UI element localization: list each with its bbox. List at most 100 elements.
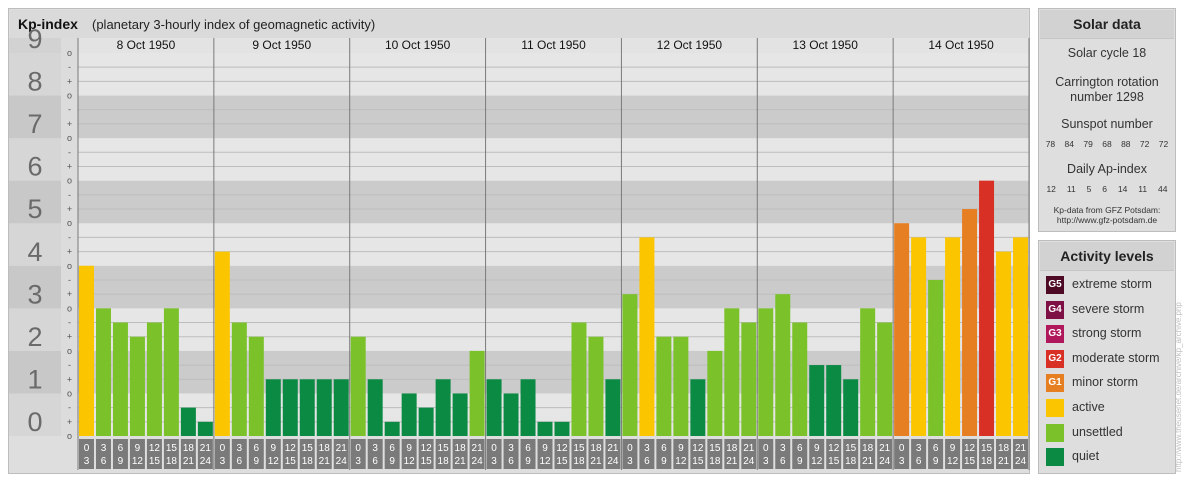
time-slot-start: 9 — [271, 443, 277, 454]
time-slot-start: 6 — [389, 443, 395, 454]
sublevel-label: + — [67, 289, 72, 299]
time-slot-end: 18 — [302, 456, 314, 467]
time-slot-start: 3 — [644, 443, 650, 454]
y-tick-label: 2 — [27, 322, 42, 352]
time-slot-end: 21 — [726, 456, 738, 467]
time-slot-start: 6 — [118, 443, 124, 454]
time-slot-box — [146, 439, 162, 469]
time-slot-end: 15 — [556, 456, 568, 467]
time-slot-box — [639, 439, 655, 469]
sublevel-label: - — [68, 403, 71, 413]
time-slot-start: 21 — [200, 443, 212, 454]
time-slot-end: 15 — [964, 456, 976, 467]
time-slot-box — [894, 439, 910, 469]
time-slot-start: 15 — [709, 443, 721, 454]
sublevel-label: o — [67, 91, 72, 101]
kp-bar — [95, 308, 111, 436]
source-note: Kp-data from GFZ Potsdam: — [1053, 205, 1161, 215]
ap-values: 12 11 5 6 14 11 44 — [1041, 184, 1173, 194]
time-slot-end: 24 — [1015, 456, 1027, 467]
chart-title-bar: Kp-index (planetary 3-hourly index of ge… — [10, 10, 1028, 39]
time-slot-start: 6 — [933, 443, 939, 454]
time-slot-start: 6 — [525, 443, 531, 454]
kp-bar — [503, 393, 519, 436]
time-slot-start: 0 — [763, 443, 769, 454]
kp-bar — [1013, 237, 1028, 436]
kp-bar — [299, 379, 315, 436]
date-header-strip — [78, 38, 1029, 53]
kp-band — [78, 180, 1029, 224]
kp-bar — [979, 180, 995, 436]
ap-value: 14 — [1117, 184, 1128, 194]
time-slot-start: 3 — [372, 443, 378, 454]
time-slot-end: 6 — [237, 456, 243, 467]
time-slot-box — [299, 439, 315, 469]
y-label-band — [9, 265, 61, 309]
time-slot-end: 12 — [132, 456, 144, 467]
kp-bar — [792, 322, 808, 436]
ap-value: 12 — [1046, 184, 1056, 194]
time-slot-box — [571, 439, 587, 469]
sublevel-label: - — [68, 190, 71, 200]
kp-bar — [316, 379, 332, 436]
legend-label: strong storm — [1072, 326, 1142, 341]
legend-item: G2 moderate storm — [1046, 349, 1176, 369]
time-slot-end: 6 — [508, 456, 514, 467]
time-slot-box — [877, 439, 893, 469]
y-label-band — [9, 223, 61, 266]
time-slot-end: 12 — [268, 456, 280, 467]
time-slot-box — [384, 439, 400, 469]
legend-swatch: G5 — [1046, 276, 1064, 294]
kp-bar — [469, 350, 485, 436]
legend-swatch: G2 — [1046, 349, 1064, 368]
time-slot-end: 18 — [981, 456, 993, 467]
time-slot-box — [979, 439, 995, 469]
kp-bar — [231, 322, 247, 436]
time-slot-start: 3 — [780, 443, 786, 454]
time-slot-box — [911, 439, 927, 469]
sublevel-label: - — [68, 62, 71, 72]
time-slot-start: 3 — [916, 443, 922, 454]
y-tick-label: 6 — [27, 152, 42, 182]
solar-data-panel: Solar data Solar cycle 18 Carrington rot… — [1038, 8, 1176, 232]
kp-bar — [418, 407, 434, 436]
kp-bar — [435, 379, 451, 436]
time-slot-start: 15 — [981, 443, 993, 454]
time-slot-start: 0 — [220, 443, 226, 454]
time-slot-end: 3 — [355, 456, 361, 467]
time-slot-box — [350, 439, 366, 469]
time-slot-box — [503, 439, 519, 469]
sublevel-label: + — [67, 417, 72, 427]
time-slot-start: 18 — [319, 443, 331, 454]
chart-subtitle: (planetary 3-hourly index of geomagnetic… — [92, 17, 376, 32]
time-slot-end: 6 — [372, 456, 378, 467]
time-slot-box — [180, 439, 196, 469]
time-slot-box — [520, 439, 536, 469]
time-slot-box — [622, 439, 638, 469]
time-slot-box — [690, 439, 706, 469]
time-slot-start: 15 — [845, 443, 857, 454]
sublevel-label: - — [68, 147, 71, 157]
kp-bar — [554, 421, 570, 436]
kp-bar — [214, 251, 230, 436]
sublevel-label: - — [68, 275, 71, 285]
sublevel-label: + — [67, 76, 72, 86]
time-slot-start: 21 — [472, 443, 484, 454]
time-slot-start: 3 — [508, 443, 514, 454]
day-label: 10 Oct 1950 — [385, 38, 451, 52]
day-label: 12 Oct 1950 — [657, 38, 723, 52]
kp-bar — [571, 322, 587, 436]
time-slot-start: 18 — [455, 443, 467, 454]
time-slot-start: 21 — [336, 443, 348, 454]
time-slot-end: 18 — [438, 456, 450, 467]
kp-bar — [384, 421, 400, 436]
sublevel-label: - — [68, 105, 71, 115]
sublevel-label: + — [67, 374, 72, 384]
y-tick-label: 7 — [27, 109, 42, 139]
time-slot-start: 3 — [101, 443, 107, 454]
y-tick-label: 0 — [27, 407, 42, 437]
time-slot-end: 3 — [84, 456, 90, 467]
time-slot-box — [129, 439, 145, 469]
time-slot-end: 15 — [149, 456, 161, 467]
time-slot-box — [79, 439, 94, 469]
